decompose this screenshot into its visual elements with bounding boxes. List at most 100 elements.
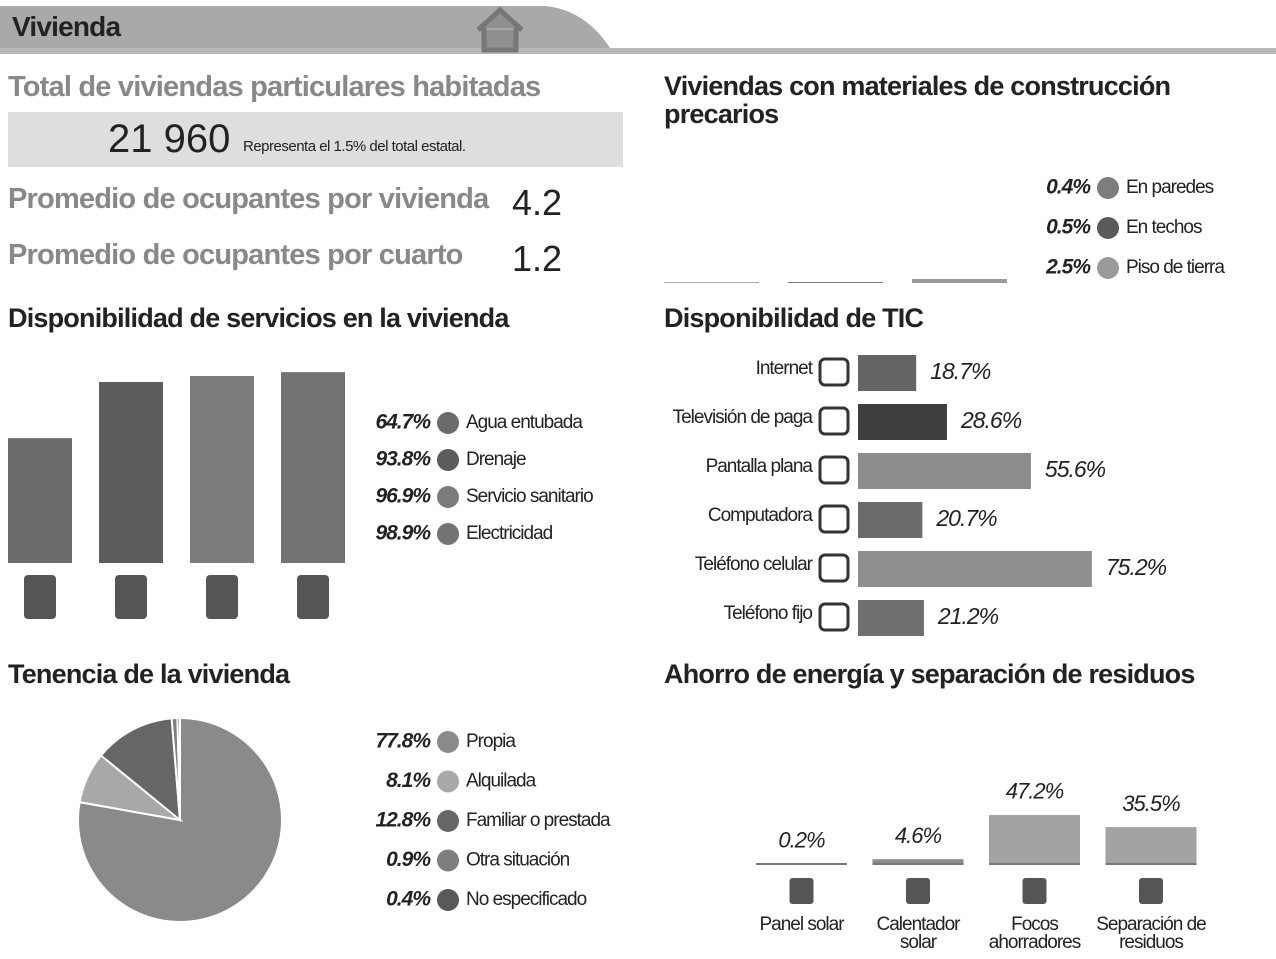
legend-swatch xyxy=(1097,177,1119,199)
legend-label: Otra situación xyxy=(466,850,570,871)
bar xyxy=(858,355,917,391)
legend-label: Drenaje xyxy=(466,449,526,470)
bar xyxy=(281,372,345,563)
stat-label: Promedio de ocupantes por cuarto xyxy=(8,239,463,271)
category-label: Panel solar xyxy=(759,914,844,935)
legend-label: Familiar o prestada xyxy=(466,810,611,831)
legend-label: Propia xyxy=(466,731,516,752)
bar xyxy=(912,279,1007,283)
icon xyxy=(206,575,238,619)
category-label: Teléfono celular xyxy=(695,554,814,575)
category-label: Calentador solar xyxy=(876,914,961,954)
icon xyxy=(818,602,850,632)
category-label: Internet xyxy=(756,358,814,379)
value-label: 21.2% xyxy=(937,603,999,629)
legend-value: 96.9% xyxy=(375,485,431,508)
legend-swatch xyxy=(1097,217,1119,239)
stat-value: 21 960 xyxy=(108,117,231,161)
legend-swatch xyxy=(437,810,459,832)
icon xyxy=(789,878,814,904)
bar xyxy=(858,600,924,636)
legend-label: No especificado xyxy=(466,889,587,910)
total-box xyxy=(8,112,623,167)
stat-label: Total de viviendas particulares habitada… xyxy=(8,71,541,103)
section-title: Disponibilidad de servicios en la vivien… xyxy=(8,303,509,333)
value-label: 35.5% xyxy=(1122,791,1180,816)
pie-slice xyxy=(176,716,181,821)
icon xyxy=(297,575,329,619)
legend-swatch xyxy=(437,889,459,911)
bar xyxy=(858,453,1031,489)
legend-value: 98.9% xyxy=(375,522,431,545)
bar xyxy=(1105,827,1197,864)
pie-slice xyxy=(77,716,283,923)
legend-label: Agua entubada xyxy=(466,412,583,433)
legend-value: 0.5% xyxy=(1046,216,1091,239)
legend-value: 64.7% xyxy=(375,411,431,434)
stat-note: Representa el 1.5% del total estatal. xyxy=(243,138,466,155)
legend-swatch xyxy=(437,449,459,471)
legend-value: 2.5% xyxy=(1045,256,1091,279)
bar xyxy=(99,381,163,563)
bar xyxy=(858,551,1092,587)
section-title: Viviendas con materiales de construcción… xyxy=(664,71,1171,130)
section-title: Disponibilidad de TIC xyxy=(664,303,924,333)
category-label: Pantalla plana xyxy=(706,456,814,477)
icon xyxy=(818,553,850,583)
legend-swatch xyxy=(437,731,459,753)
legend-value: 77.8% xyxy=(375,730,431,753)
header-tab xyxy=(0,6,610,48)
category-label: Televisión de paga xyxy=(673,407,814,428)
category-label: Computadora xyxy=(708,505,814,526)
legend-value: 12.8% xyxy=(375,809,431,832)
icon xyxy=(115,575,147,619)
legend-label: En techos xyxy=(1126,217,1202,238)
bar xyxy=(788,282,883,283)
icon xyxy=(818,455,850,485)
legend-label: Electricidad xyxy=(466,523,553,544)
legend-swatch xyxy=(437,849,459,872)
legend-value: 0.4% xyxy=(386,888,431,911)
bar xyxy=(664,282,759,283)
icon xyxy=(818,504,850,534)
header-title: Vivienda xyxy=(12,11,121,42)
value-label: 75.2% xyxy=(1106,554,1167,580)
value-label: 4.6% xyxy=(895,823,942,848)
icon xyxy=(1139,878,1163,904)
bar xyxy=(872,859,964,864)
legend-swatch xyxy=(437,412,459,434)
legend-swatch xyxy=(437,523,459,545)
value-label: 0.2% xyxy=(778,828,825,853)
bar xyxy=(8,438,72,563)
legend-label: Servicio sanitario xyxy=(466,486,593,507)
pie-slice xyxy=(99,717,182,823)
stat-value: 1.2 xyxy=(512,238,563,279)
icon xyxy=(24,575,56,619)
bar xyxy=(858,502,923,538)
value-label: 20.7% xyxy=(935,505,997,531)
legend-label: Piso de tierra xyxy=(1126,257,1225,278)
category-label: Separación de residuos xyxy=(1096,914,1207,954)
stat-label: Promedio de ocupantes por vivienda xyxy=(8,183,489,215)
value-label: 18.7% xyxy=(930,358,991,384)
legend-value: 93.8% xyxy=(375,448,431,471)
icon xyxy=(1022,878,1047,904)
bar xyxy=(989,814,1080,864)
bar xyxy=(858,404,947,440)
section-title: Tenencia de la vivienda xyxy=(8,659,290,689)
bar xyxy=(190,375,254,563)
legend-swatch xyxy=(437,770,459,793)
legend-value: 0.9% xyxy=(386,848,431,871)
legend-swatch xyxy=(437,486,459,508)
legend-label: En paredes xyxy=(1126,177,1214,198)
legend-value: 0.4% xyxy=(1046,176,1091,199)
house-icon xyxy=(476,6,524,53)
category-label: Teléfono fijo xyxy=(724,603,813,624)
legend-swatch xyxy=(1097,257,1119,279)
value-label: 28.6% xyxy=(960,407,1022,433)
legend-value: 8.1% xyxy=(386,769,431,792)
value-label: 47.2% xyxy=(1006,779,1064,804)
icon xyxy=(818,357,850,387)
